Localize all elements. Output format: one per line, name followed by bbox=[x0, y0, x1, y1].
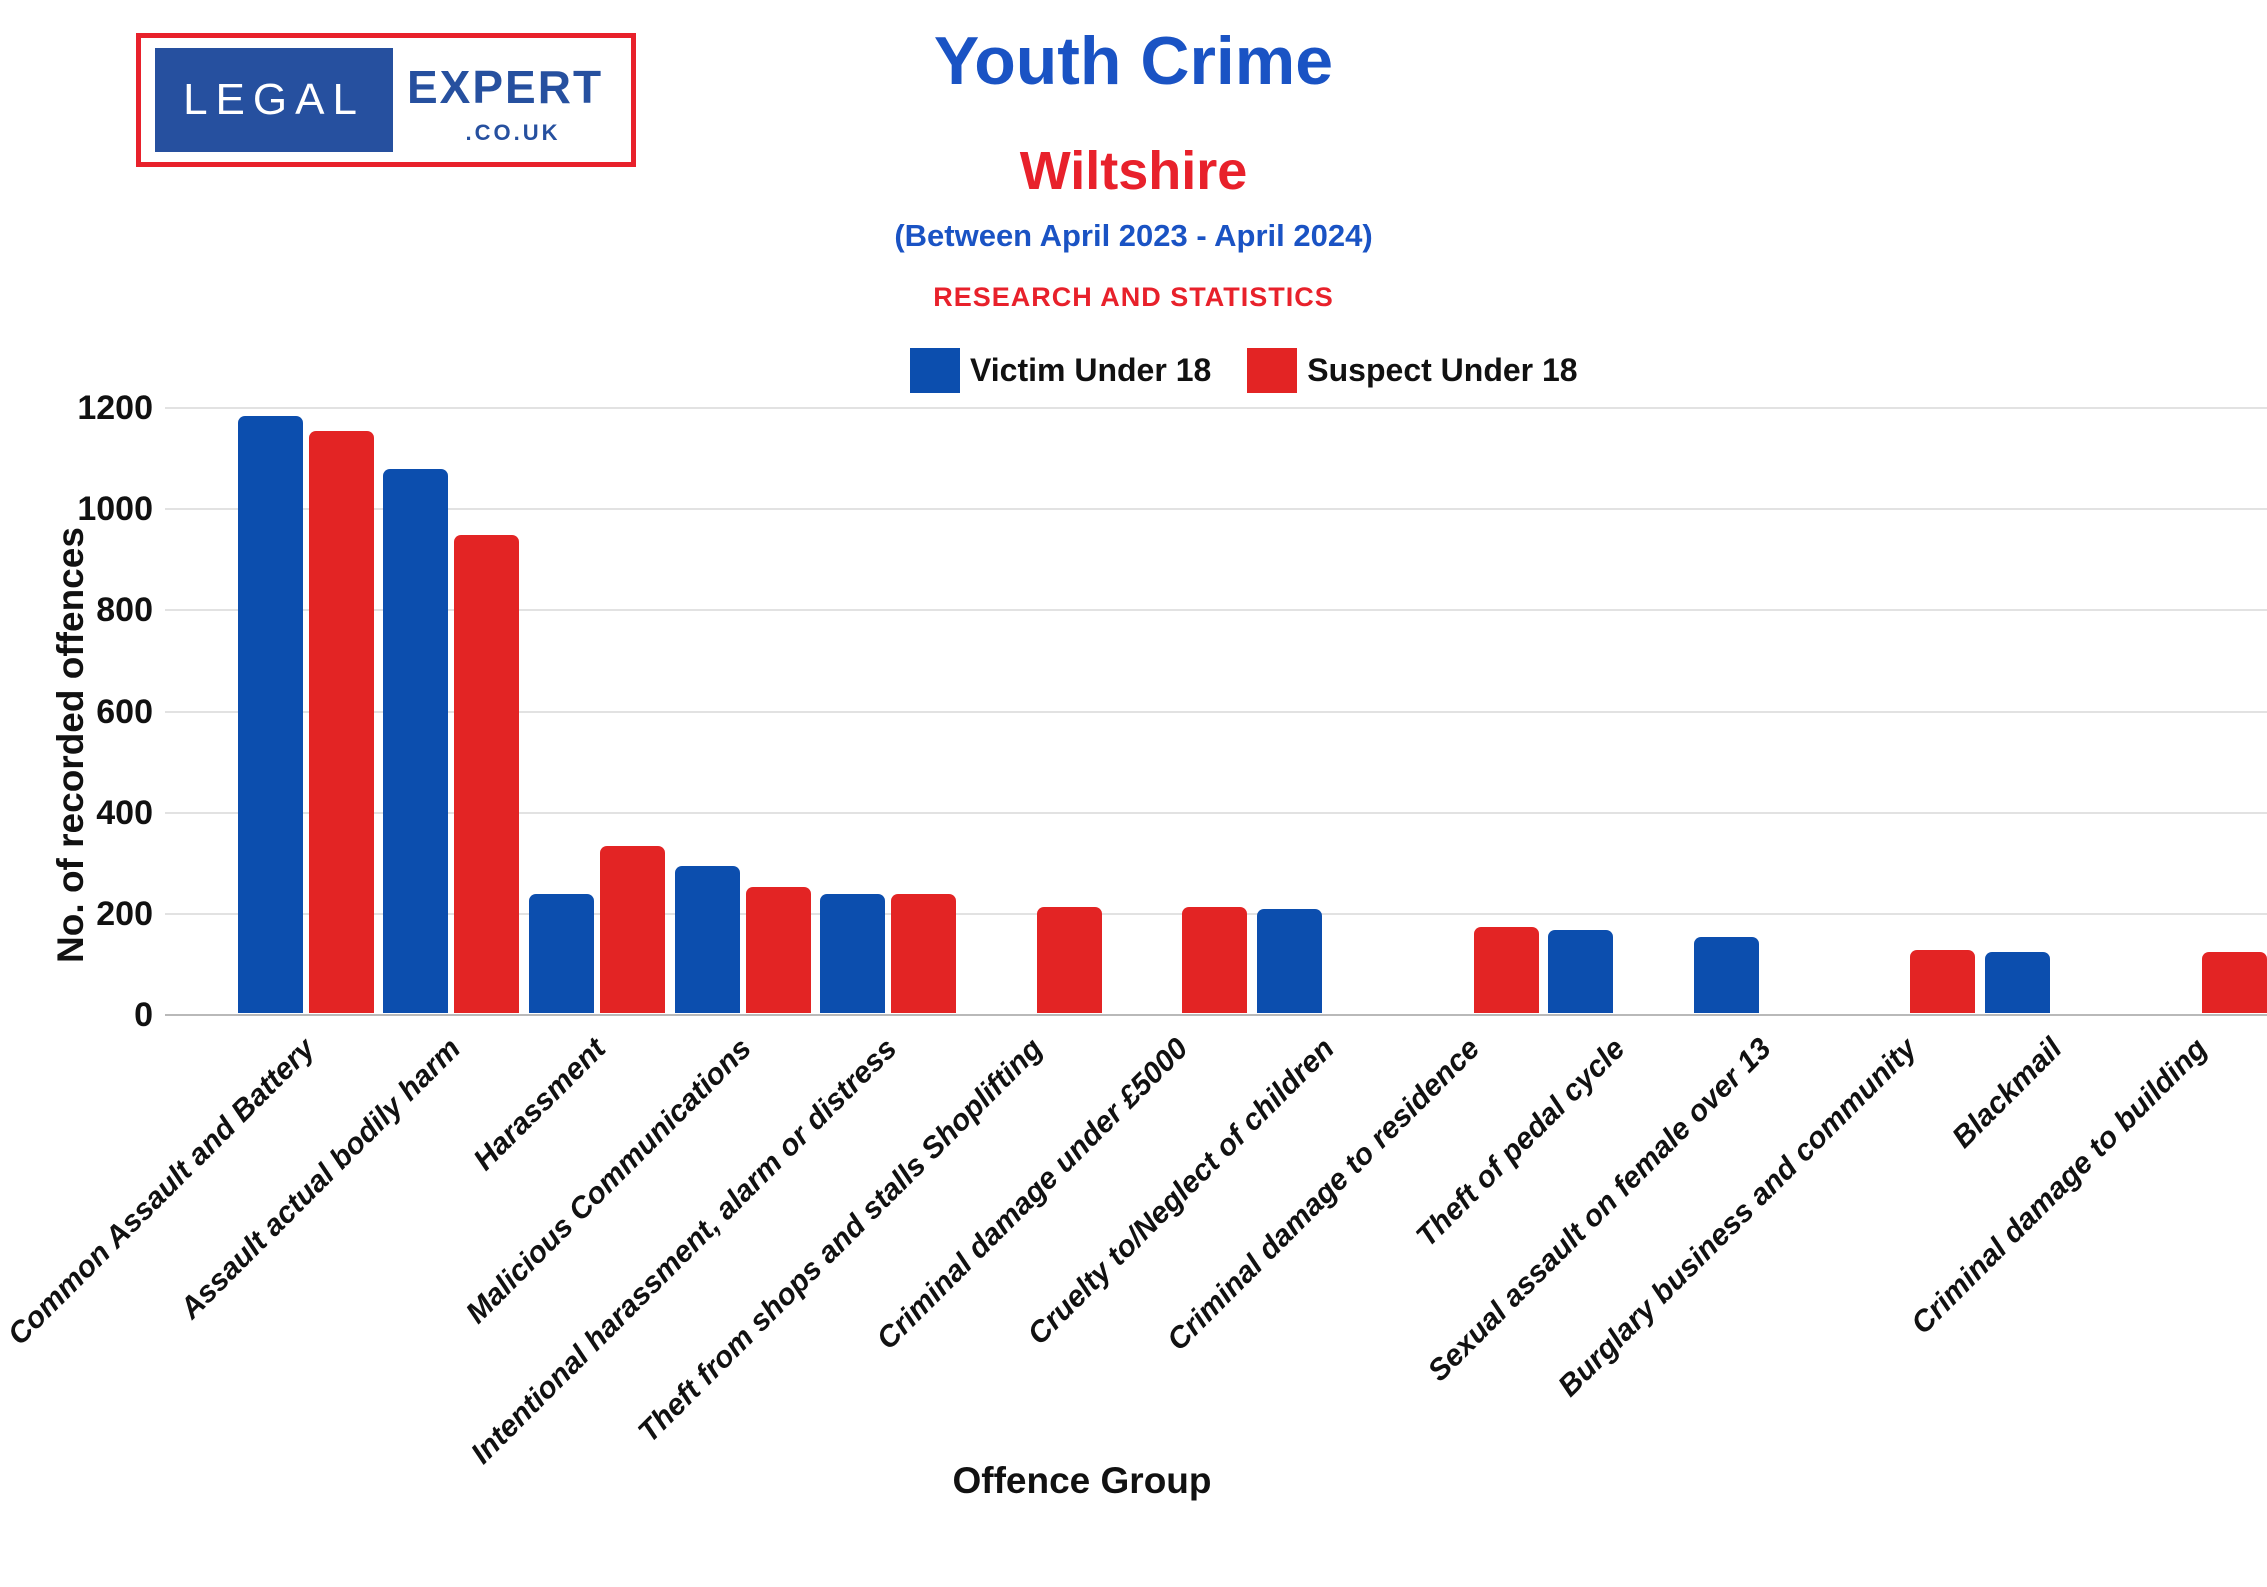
legend-item-victim: Victim Under 18 bbox=[910, 348, 1211, 393]
bar-victim-4 bbox=[674, 866, 740, 1013]
bar-suspect-3 bbox=[599, 846, 665, 1013]
bar-group-10 bbox=[1543, 930, 1689, 1013]
bar-group-12 bbox=[1835, 950, 1981, 1013]
bar-suspect-14 bbox=[2201, 952, 2267, 1013]
bar-chart-plot-area bbox=[165, 407, 2267, 1016]
victim-swatch-icon bbox=[910, 348, 960, 393]
bar-group-11 bbox=[1689, 937, 1835, 1013]
y-tick-400: 400 bbox=[96, 793, 153, 832]
bar-group-7 bbox=[1107, 907, 1253, 1013]
x-tick-label-4: Malicious Communications bbox=[459, 1032, 758, 1330]
bar-victim-2 bbox=[383, 469, 449, 1013]
suspect-swatch-icon bbox=[1247, 348, 1298, 393]
x-axis-title: Offence Group bbox=[952, 1460, 1212, 1501]
gridline-1200 bbox=[165, 407, 2267, 409]
legend-item-suspect: Suspect Under 18 bbox=[1247, 348, 1578, 393]
bar-group-14 bbox=[2126, 952, 2267, 1013]
y-tick-800: 800 bbox=[96, 591, 153, 630]
logo-right-box: EXPERT .CO.UK bbox=[407, 46, 619, 154]
logo-legal-text: LEGAL bbox=[183, 75, 365, 124]
x-tick-label-3: Harassment bbox=[467, 1032, 613, 1177]
gridline-400 bbox=[165, 811, 2267, 814]
y-tick-0: 0 bbox=[134, 996, 153, 1034]
bar-suspect-6 bbox=[1036, 907, 1102, 1013]
bar-suspect-12 bbox=[1910, 950, 1976, 1013]
bar-suspect-5 bbox=[891, 894, 957, 1013]
bar-group-4 bbox=[670, 866, 816, 1013]
x-tick-label-8: Cruelty to/Neglect of children bbox=[1021, 1032, 1341, 1352]
x-tick-label-9: Criminal damage to residence bbox=[1160, 1032, 1486, 1358]
legend-suspect-label: Suspect Under 18 bbox=[1307, 352, 1578, 388]
bar-group-1 bbox=[233, 416, 379, 1013]
bar-suspect-1 bbox=[308, 431, 374, 1013]
gridline-800 bbox=[165, 609, 2267, 612]
logo-couk-text: .CO.UK bbox=[465, 120, 561, 145]
logo-expert-text: EXPERT bbox=[407, 61, 604, 113]
x-tick-label-14: Criminal damage to building bbox=[1905, 1032, 2214, 1341]
x-tick-label-2: Assault actual bodily harm bbox=[173, 1032, 467, 1326]
y-tick-200: 200 bbox=[96, 894, 153, 933]
y-tick-1200: 1200 bbox=[77, 389, 153, 427]
date-range: (Between April 2023 - April 2024) bbox=[894, 218, 1373, 253]
x-tick-label-1: Common Assault and Battery bbox=[1, 1032, 322, 1352]
bar-suspect-2 bbox=[454, 535, 520, 1013]
x-tick-label-13: Blackmail bbox=[1945, 1032, 2069, 1155]
logo-blue-box: LEGAL bbox=[155, 48, 393, 152]
bars-row bbox=[233, 408, 2267, 1013]
bar-victim-3 bbox=[528, 894, 594, 1013]
bar-group-9 bbox=[1398, 927, 1544, 1013]
legal-expert-logo: LEGAL EXPERT .CO.UK bbox=[136, 33, 636, 167]
bar-suspect-7 bbox=[1182, 907, 1248, 1013]
bar-group-5 bbox=[815, 894, 961, 1013]
bar-group-2 bbox=[379, 469, 525, 1013]
bar-victim-8 bbox=[1256, 909, 1322, 1013]
y-tick-600: 600 bbox=[96, 692, 153, 731]
tagline: RESEARCH AND STATISTICS bbox=[933, 282, 1334, 312]
bar-group-3 bbox=[524, 846, 670, 1013]
y-tick-1000: 1000 bbox=[77, 490, 153, 529]
x-axis-tick-labels: Common Assault and Battery Assault actual… bbox=[2, 1032, 2267, 1492]
bar-victim-1 bbox=[237, 416, 303, 1013]
bar-victim-5 bbox=[820, 894, 886, 1013]
bar-victim-11 bbox=[1693, 937, 1759, 1013]
x-tick-label-7: Criminal damage under £5000 bbox=[870, 1032, 1195, 1356]
legend-victim-label: Victim Under 18 bbox=[970, 352, 1212, 388]
x-axis-baseline bbox=[165, 1014, 2267, 1016]
bar-group-13 bbox=[1980, 952, 2126, 1013]
bar-victim-13 bbox=[1984, 952, 2050, 1013]
chart-legend: Victim Under 18 Suspect Under 18 bbox=[910, 348, 1578, 393]
gridline-1000 bbox=[165, 508, 2267, 511]
bar-victim-10 bbox=[1548, 930, 1614, 1013]
gridline-600 bbox=[165, 710, 2267, 713]
bar-group-8 bbox=[1252, 909, 1398, 1013]
bar-suspect-4 bbox=[745, 887, 811, 1013]
bar-group-6 bbox=[961, 907, 1107, 1013]
bar-suspect-9 bbox=[1473, 927, 1539, 1013]
